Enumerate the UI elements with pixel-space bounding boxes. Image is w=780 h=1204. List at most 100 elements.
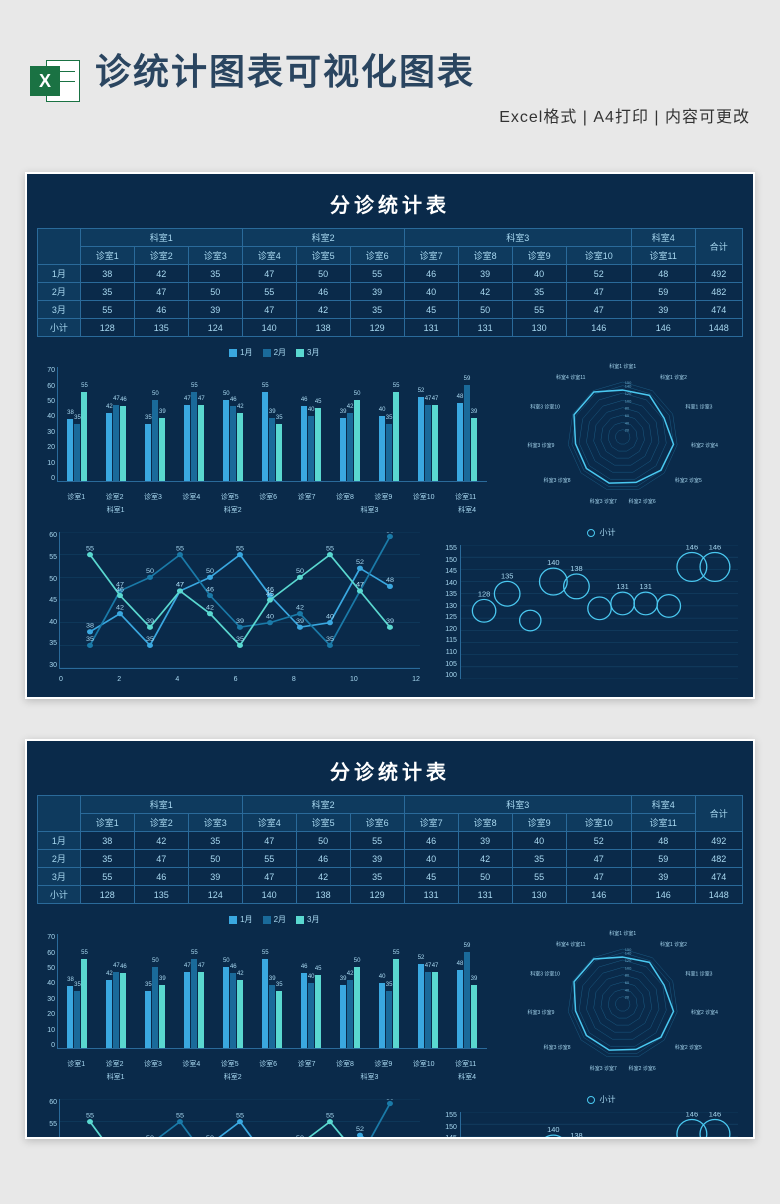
svg-text:146: 146 bbox=[709, 1112, 721, 1118]
excel-icon: X bbox=[30, 56, 80, 106]
svg-text:42: 42 bbox=[296, 605, 304, 612]
svg-text:146: 146 bbox=[686, 1112, 698, 1118]
bubble-chart: 小计 155150145140135130125120115110105100 … bbox=[435, 1094, 743, 1139]
svg-text:39: 39 bbox=[146, 619, 154, 626]
svg-text:50: 50 bbox=[206, 569, 214, 576]
svg-text:科室2 诊室6: 科室2 诊室6 bbox=[628, 498, 655, 505]
svg-text:科室2 诊室6: 科室2 诊室6 bbox=[628, 1065, 655, 1072]
svg-text:150: 150 bbox=[624, 947, 631, 952]
svg-text:55: 55 bbox=[236, 1113, 244, 1120]
svg-text:35: 35 bbox=[86, 637, 94, 644]
radar-chart: 20406080100120140150科室1 诊室1科室1 诊室2科室1 诊室… bbox=[502, 347, 743, 517]
svg-text:59: 59 bbox=[386, 532, 394, 534]
svg-text:138: 138 bbox=[570, 1131, 582, 1139]
bubble-chart: 小计 155150145140135130125120115110105100 … bbox=[435, 527, 743, 687]
bar-chart: 1月2月3月 706050403020100 38355542474635503… bbox=[37, 914, 492, 1084]
svg-text:131: 131 bbox=[639, 582, 651, 591]
radar-chart: 20406080100120140150科室1 诊室1科室1 诊室2科室1 诊室… bbox=[502, 914, 743, 1084]
panel-title: 分诊统计表 bbox=[37, 751, 743, 795]
svg-text:55: 55 bbox=[86, 546, 94, 553]
svg-text:55: 55 bbox=[86, 1113, 94, 1120]
svg-text:40: 40 bbox=[624, 421, 629, 426]
svg-text:135: 135 bbox=[501, 1139, 513, 1140]
svg-text:150: 150 bbox=[624, 380, 631, 385]
svg-text:55: 55 bbox=[236, 546, 244, 553]
svg-text:科室3 诊室7: 科室3 诊室7 bbox=[589, 498, 616, 505]
svg-text:80: 80 bbox=[624, 973, 629, 978]
svg-text:科室2 诊室5: 科室2 诊室5 bbox=[674, 477, 701, 484]
svg-text:140: 140 bbox=[547, 558, 559, 567]
svg-text:135: 135 bbox=[501, 572, 513, 581]
svg-text:100: 100 bbox=[624, 399, 631, 404]
svg-text:52: 52 bbox=[356, 1127, 364, 1134]
bubble-legend: 小计 bbox=[460, 527, 743, 538]
bar-chart: 1月2月3月 706050403020100 38355542474635503… bbox=[37, 347, 492, 517]
page-header: X 诊统计图表可视化图表 Excel格式 | A4打印 | 内容可更改 bbox=[0, 0, 780, 147]
panel-title: 分诊统计表 bbox=[37, 184, 743, 228]
svg-text:39: 39 bbox=[386, 619, 394, 626]
svg-text:科室1 诊室1: 科室1 诊室1 bbox=[609, 363, 636, 370]
svg-text:42: 42 bbox=[116, 605, 124, 612]
svg-text:140: 140 bbox=[547, 1125, 559, 1134]
svg-text:38: 38 bbox=[86, 623, 94, 630]
svg-text:科室2 诊室4: 科室2 诊室4 bbox=[691, 442, 718, 449]
svg-text:60: 60 bbox=[624, 413, 629, 418]
svg-text:55: 55 bbox=[326, 1113, 334, 1120]
svg-text:35: 35 bbox=[236, 637, 244, 644]
svg-text:128: 128 bbox=[478, 590, 490, 599]
svg-text:47: 47 bbox=[356, 582, 364, 589]
svg-text:55: 55 bbox=[176, 546, 184, 553]
data-table: 科室1科室2科室3科室4合计诊室1诊室2诊室3诊室4诊室5诊室6诊室7诊室8诊室… bbox=[37, 228, 743, 337]
svg-text:科室1 诊室1: 科室1 诊室1 bbox=[609, 930, 636, 937]
svg-text:39: 39 bbox=[296, 619, 304, 626]
svg-text:59: 59 bbox=[386, 1099, 394, 1101]
svg-text:48: 48 bbox=[386, 578, 394, 585]
svg-text:138: 138 bbox=[570, 564, 582, 573]
svg-text:55: 55 bbox=[176, 1113, 184, 1120]
svg-text:40: 40 bbox=[266, 614, 274, 621]
svg-text:科室3 诊室8: 科室3 诊室8 bbox=[543, 477, 570, 484]
svg-text:40: 40 bbox=[624, 988, 629, 993]
svg-text:科室3 诊室8: 科室3 诊室8 bbox=[543, 1044, 570, 1051]
svg-text:146: 146 bbox=[686, 545, 698, 551]
svg-text:80: 80 bbox=[624, 406, 629, 411]
svg-text:科室3 诊室9: 科室3 诊室9 bbox=[527, 442, 554, 449]
dashboard-panel-1: 分诊统计表 科室1科室2科室3科室4合计诊室1诊室2诊室3诊室4诊室5诊室6诊室… bbox=[25, 172, 755, 699]
svg-text:20: 20 bbox=[624, 428, 629, 433]
svg-text:20: 20 bbox=[624, 995, 629, 1000]
svg-text:131: 131 bbox=[616, 582, 628, 591]
line-chart: 60555045403530 3842354750554639405248354… bbox=[37, 1094, 425, 1139]
svg-text:50: 50 bbox=[146, 569, 154, 576]
dashboard-panel-2: 分诊统计表 科室1科室2科室3科室4合计诊室1诊室2诊室3诊室4诊室5诊室6诊室… bbox=[25, 739, 755, 1139]
svg-text:60: 60 bbox=[624, 980, 629, 985]
svg-text:52: 52 bbox=[356, 560, 364, 567]
svg-text:47: 47 bbox=[176, 582, 184, 589]
svg-text:科室3 诊室10: 科室3 诊室10 bbox=[530, 404, 560, 411]
svg-text:55: 55 bbox=[326, 546, 334, 553]
svg-text:科室3 诊室10: 科室3 诊室10 bbox=[530, 971, 560, 978]
svg-text:100: 100 bbox=[624, 966, 631, 971]
svg-text:科室1 诊室3: 科室1 诊室3 bbox=[685, 404, 712, 411]
svg-text:科室1 诊室2: 科室1 诊室2 bbox=[660, 374, 687, 381]
svg-text:50: 50 bbox=[206, 1136, 214, 1139]
svg-text:46: 46 bbox=[116, 587, 124, 594]
svg-text:科室2 诊室5: 科室2 诊室5 bbox=[674, 1044, 701, 1051]
svg-text:50: 50 bbox=[296, 1136, 304, 1139]
line-chart: 60555045403530 3842354750554639405248354… bbox=[37, 527, 425, 687]
bubble-legend: 小计 bbox=[460, 1094, 743, 1105]
svg-text:科室1 诊室2: 科室1 诊室2 bbox=[660, 941, 687, 948]
svg-text:40: 40 bbox=[326, 614, 334, 621]
page-title: 诊统计图表可视化图表 bbox=[95, 50, 750, 93]
svg-text:科室3 诊室9: 科室3 诊室9 bbox=[527, 1009, 554, 1016]
svg-text:35: 35 bbox=[146, 637, 154, 644]
svg-text:科室3 诊室7: 科室3 诊室7 bbox=[589, 1065, 616, 1072]
svg-text:146: 146 bbox=[709, 545, 721, 551]
svg-text:45: 45 bbox=[266, 591, 274, 598]
svg-text:科室1 诊室3: 科室1 诊室3 bbox=[685, 971, 712, 978]
svg-text:39: 39 bbox=[236, 619, 244, 626]
page-subtitle: Excel格式 | A4打印 | 内容可更改 bbox=[95, 103, 750, 127]
svg-text:50: 50 bbox=[146, 1136, 154, 1139]
svg-text:科室2 诊室4: 科室2 诊室4 bbox=[691, 1009, 718, 1016]
svg-text:46: 46 bbox=[206, 587, 214, 594]
svg-text:50: 50 bbox=[296, 569, 304, 576]
